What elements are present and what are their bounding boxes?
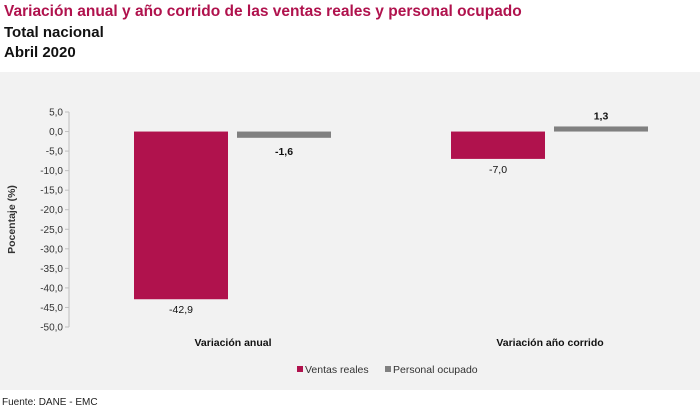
y-tick-label: -50,0 xyxy=(40,323,63,334)
bar-personal-ocupado xyxy=(237,131,331,138)
chart-title: Variación anual y año corrido de las ven… xyxy=(4,3,522,20)
y-tick-label: 0,0 xyxy=(49,127,63,138)
legend-label: Personal ocupado xyxy=(393,364,478,376)
y-axis-title: Pocentaje (%) xyxy=(6,185,18,254)
y-tick-label: -10,0 xyxy=(40,166,63,177)
legend-swatch xyxy=(385,366,391,372)
data-label: -7,0 xyxy=(489,164,507,176)
bar-personal-ocupado xyxy=(554,126,648,132)
data-label: -42,9 xyxy=(169,304,193,316)
y-tick-label: -25,0 xyxy=(40,225,63,236)
y-tick-label: -40,0 xyxy=(40,283,63,294)
data-label: 1,3 xyxy=(594,110,609,122)
source-note: Fuente: DANE - EMC xyxy=(2,397,98,408)
bar-ventas-reales xyxy=(451,131,545,159)
data-label: -1,6 xyxy=(275,146,293,158)
y-tick-label: -45,0 xyxy=(40,303,63,314)
chart-panel: 5,0 0,0 -5,0 -10,0 -15,0 -20,0 -25,0 -30,0 -35,0… xyxy=(0,72,700,390)
y-tick-label: -15,0 xyxy=(40,186,63,197)
bar-ventas-reales xyxy=(134,131,228,300)
legend-swatch xyxy=(297,366,303,372)
y-tick-label: -30,0 xyxy=(40,244,63,255)
legend-label: Ventas reales xyxy=(305,364,369,376)
chart-subtitle-date: Abril 2020 xyxy=(4,44,76,61)
x-category-label: Variación año corrido xyxy=(496,337,603,349)
x-category-label: Variación anual xyxy=(194,337,271,349)
chart-subtitle-region: Total nacional xyxy=(4,24,104,41)
y-tick-label: -20,0 xyxy=(40,205,63,216)
y-tick-label: -5,0 xyxy=(46,147,64,158)
y-tick-label: 5,0 xyxy=(49,108,63,119)
y-tick-label: -35,0 xyxy=(40,264,63,275)
bar-chart: 5,0 0,0 -5,0 -10,0 -15,0 -20,0 -25,0 -30,0 -35,0… xyxy=(6,108,648,376)
